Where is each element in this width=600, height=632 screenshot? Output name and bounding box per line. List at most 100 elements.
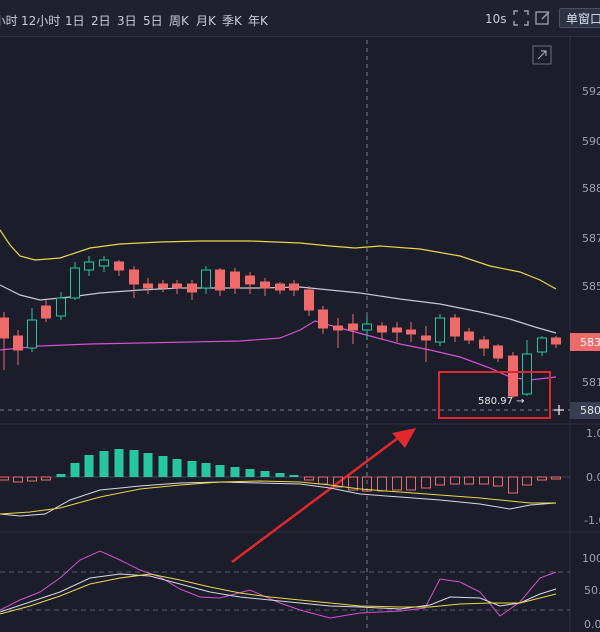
crosshair-price-tag: 580	[580, 404, 600, 417]
macd-tick: 1.0	[586, 427, 600, 440]
macd-bar-negative	[479, 476, 489, 485]
macd-bar-positive	[245, 469, 255, 477]
current-price-tag: 583	[580, 336, 600, 349]
price-tick: 590	[582, 135, 600, 148]
candle-down	[464, 331, 474, 341]
crosshair-plus-icon[interactable]	[554, 405, 564, 415]
candle-up	[362, 323, 372, 331]
candle-down	[129, 269, 139, 285]
candle-down	[493, 345, 503, 359]
refresh-interval[interactable]: 10s	[485, 12, 507, 26]
timeframe-3d[interactable]: 3日	[117, 14, 137, 28]
macd-dif-line	[0, 481, 557, 517]
macd-bar-negative	[421, 476, 431, 489]
kdj-tick: 0.0	[584, 618, 600, 631]
timeframe-month[interactable]: 月K	[196, 14, 216, 28]
candle-down	[289, 283, 299, 291]
macd-bar-negative	[333, 476, 343, 488]
window-mode-button[interactable]: 单窗口	[559, 8, 600, 28]
candle-down	[508, 355, 518, 397]
highlight-box	[438, 371, 551, 419]
kdj-j-line	[0, 550, 557, 619]
macd-bar-positive	[260, 471, 270, 477]
macd-bar-positive	[187, 461, 197, 477]
candle-up	[522, 353, 532, 395]
macd-bar-negative	[304, 476, 314, 481]
candle-down	[114, 261, 124, 271]
macd-bar-negative	[13, 476, 23, 483]
macd-bar-negative	[450, 476, 460, 485]
macd-bar-positive	[114, 449, 124, 477]
macd-bar-negative	[435, 476, 445, 486]
candle-down	[348, 323, 358, 331]
macd-bar-positive	[158, 456, 168, 477]
candle-up	[99, 259, 109, 267]
low-price-marker: 580.97 →	[478, 396, 525, 407]
candle-down	[245, 275, 255, 285]
macd-histogram	[0, 449, 561, 494]
candle-up	[84, 261, 94, 271]
macd-bar-positive	[215, 465, 225, 477]
price-axis: 592 590 588 587 585 581	[582, 85, 600, 389]
candle-up	[435, 317, 445, 343]
kdj-tick: 50.	[584, 584, 600, 597]
timeframe-year[interactable]: 年K	[248, 14, 268, 28]
chart-toolbar: 4小时 12小时 1日 2日 3日 5日 周K 月K 季K 年K 10s 单窗口	[0, 0, 600, 37]
timeframe-5d[interactable]: 5日	[143, 14, 163, 28]
candle-down	[377, 325, 387, 333]
timeframe-1d[interactable]: 1日	[65, 14, 85, 28]
candle-down	[333, 325, 343, 331]
macd-bar-negative	[508, 476, 518, 494]
macd-bar-negative	[551, 476, 561, 480]
macd-axis: 1.0 0.0 -1.0	[584, 427, 600, 527]
timeframe-week[interactable]: 周K	[169, 14, 189, 28]
macd-bar-positive	[230, 467, 240, 477]
candle-down	[406, 329, 416, 335]
annotation-arrow	[231, 428, 416, 564]
timeframe-4h[interactable]: 4小时	[0, 14, 18, 28]
candle-down	[260, 281, 270, 289]
candle-down	[230, 271, 240, 289]
candle-up	[70, 267, 80, 299]
kdj-d-line	[0, 573, 557, 615]
macd-bar-positive	[70, 463, 80, 477]
candle-up	[56, 297, 66, 317]
macd-bar-negative	[318, 476, 328, 485]
candle-down	[275, 283, 285, 291]
bollinger-middle-band	[0, 284, 557, 334]
candle-down	[13, 335, 23, 351]
price-tick: 585	[582, 280, 600, 293]
candle-down	[304, 289, 314, 311]
macd-bar-negative	[362, 476, 372, 492]
timeframe-quarter[interactable]: 季K	[222, 14, 242, 28]
candle-down	[143, 283, 153, 289]
current-price-tag-bg	[570, 333, 600, 351]
candle-down	[392, 327, 402, 333]
candle-up	[537, 337, 547, 353]
macd-bar-negative	[493, 476, 503, 487]
candle-down	[215, 269, 225, 291]
macd-bar-positive	[99, 451, 109, 477]
kdj-axis: 100. 50. 0.0	[582, 552, 600, 631]
crosshair-price-tag-bg	[570, 402, 600, 419]
price-tick: 588	[582, 182, 600, 195]
candles-group	[0, 256, 561, 398]
macd-bar-positive	[129, 450, 139, 477]
expand-icon[interactable]	[532, 45, 552, 65]
macd-bar-negative	[522, 476, 532, 486]
edit-icon[interactable]	[534, 9, 552, 27]
candle-down	[0, 317, 9, 339]
macd-bar-negative	[464, 476, 474, 485]
timeframe-2d[interactable]: 2日	[91, 14, 111, 28]
timeframe-12h[interactable]: 12小时	[21, 14, 61, 28]
macd-bar-positive	[289, 475, 299, 477]
fullscreen-icon[interactable]	[512, 9, 530, 27]
kdj-k-line	[0, 573, 557, 613]
candle-down	[421, 335, 431, 341]
price-tick: 592	[582, 85, 600, 98]
macd-bar-negative	[377, 476, 387, 492]
macd-bar-negative	[406, 476, 416, 491]
macd-bar-positive	[275, 473, 285, 477]
price-tick: 581	[582, 376, 600, 389]
